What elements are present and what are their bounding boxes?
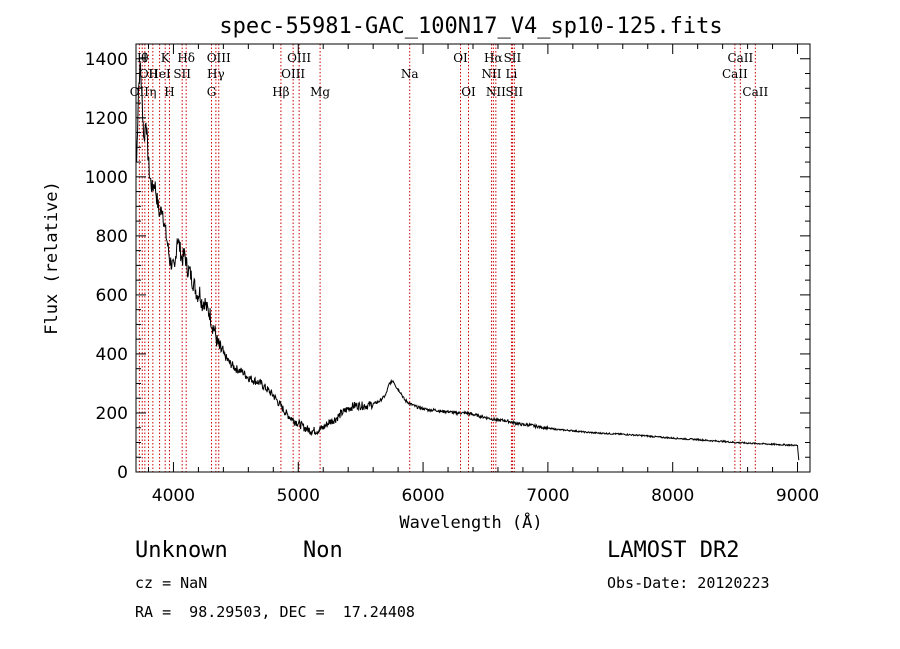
line-marker-label: Hβ xyxy=(272,85,289,99)
y-tick-label: 600 xyxy=(96,286,128,306)
redshift-cz: cz = NaN xyxy=(135,574,208,592)
y-axis-ticks: 0 200 400 600 800 1000 1200 1400 xyxy=(85,50,810,483)
observation-date: Obs-Date: 20120223 xyxy=(607,574,770,592)
line-marker-label: SII xyxy=(505,85,523,99)
line-marker-label: Hδ xyxy=(177,51,195,65)
y-tick-label: 200 xyxy=(96,404,128,424)
line-marker-label: Hγ xyxy=(207,67,225,81)
line-marker-label: NII xyxy=(486,85,506,99)
spectrum-chart: spec-55981-GAC_100N17_V4_sp10-125.fits O… xyxy=(42,14,819,533)
line-marker-label: HeI xyxy=(148,67,171,81)
y-tick-label: 1200 xyxy=(85,109,128,129)
x-tick-label: 4000 xyxy=(152,486,195,506)
line-marker-label: K xyxy=(161,51,171,65)
line-marker-label: OIII xyxy=(207,51,231,65)
line-marker-label: NII xyxy=(481,67,501,81)
y-tick-label: 1000 xyxy=(85,168,128,188)
line-markers xyxy=(138,44,756,472)
line-marker-label: Li xyxy=(506,67,518,81)
y-axis-label: Flux (relative) xyxy=(42,181,62,335)
line-marker-label: Hα xyxy=(484,51,503,65)
x-tick-label: 5000 xyxy=(277,486,320,506)
line-marker-label: OI xyxy=(461,85,476,99)
y-tick-label: 400 xyxy=(96,345,128,365)
survey-name: LAMOST DR2 xyxy=(607,538,740,563)
line-marker-label: η xyxy=(149,85,156,99)
line-marker-label: SII xyxy=(504,51,522,65)
line-marker-label: CaII xyxy=(742,85,768,99)
line-marker-label: G xyxy=(207,85,217,99)
line-marker-label: OII xyxy=(130,85,150,99)
line-marker-label: H xyxy=(137,51,147,65)
line-marker-label: H xyxy=(164,85,174,99)
line-marker-label: θ xyxy=(141,51,148,65)
line-marker-label: Mg xyxy=(310,85,330,99)
chart-title: spec-55981-GAC_100N17_V4_sp10-125.fits xyxy=(219,14,722,39)
x-axis-label: Wavelength (Å) xyxy=(399,511,542,533)
line-marker-label: Na xyxy=(401,67,419,81)
line-marker-label: OIII xyxy=(287,51,311,65)
x-tick-label: 7000 xyxy=(526,486,569,506)
coordinates: RA = 98.29503, DEC = 17.24408 xyxy=(135,603,415,621)
x-axis-ticks: 4000 5000 6000 7000 8000 9000 xyxy=(147,44,819,506)
x-tick-label: 8000 xyxy=(651,486,694,506)
y-tick-label: 0 xyxy=(117,463,128,483)
object-class: Unknown xyxy=(135,538,228,563)
line-marker-label: OII xyxy=(139,67,159,81)
line-marker-label: CaII xyxy=(727,51,753,65)
y-tick-label: 1400 xyxy=(85,50,128,70)
plot-frame xyxy=(135,43,811,473)
line-marker-label: OI xyxy=(453,51,468,65)
spectrum-line xyxy=(136,61,800,461)
x-tick-label: 9000 xyxy=(776,486,819,506)
x-tick-label: 6000 xyxy=(401,486,444,506)
y-tick-label: 800 xyxy=(96,227,128,247)
object-subclass: Non xyxy=(303,538,343,563)
line-marker-label: SII xyxy=(173,67,191,81)
line-marker-label: OIII xyxy=(281,67,305,81)
line-marker-label: CaII xyxy=(722,67,748,81)
